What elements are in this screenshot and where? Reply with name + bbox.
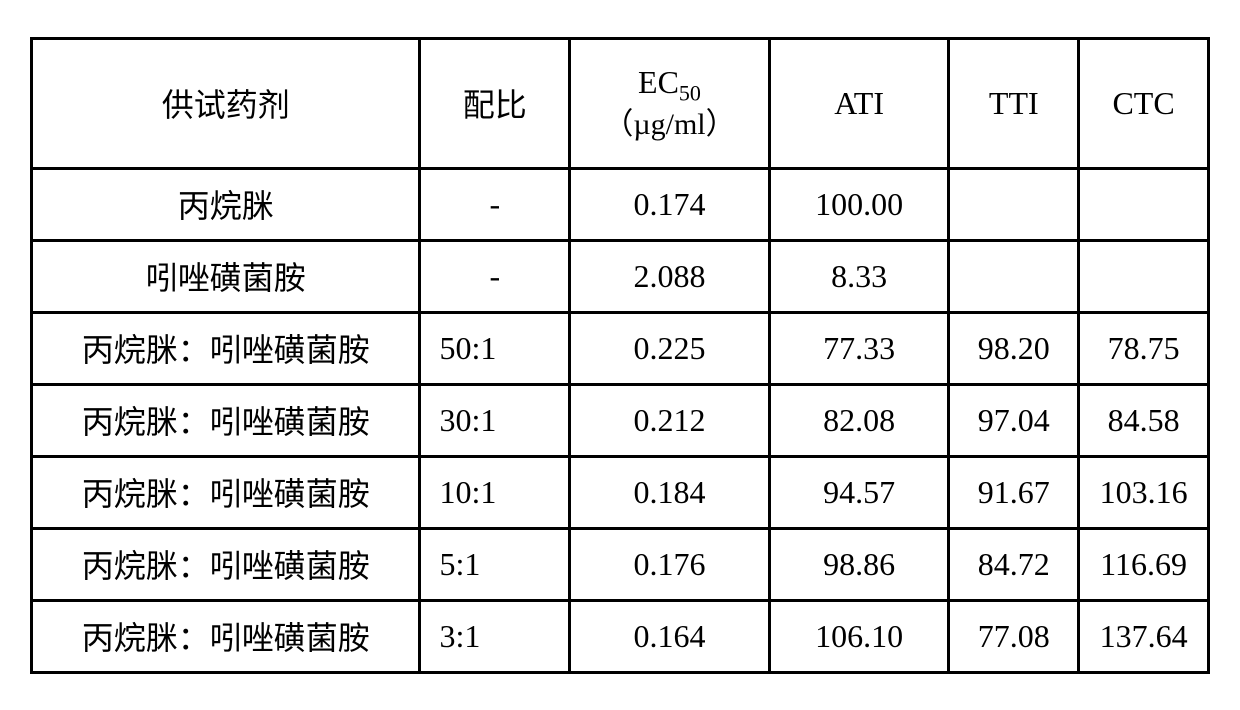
col-header-agent: 供试药剂 <box>32 38 420 168</box>
cell-ctc: 103.16 <box>1079 456 1209 528</box>
cell-agent: 丙烷脒：吲唑磺菌胺 <box>32 312 420 384</box>
cell-agent: 丙烷脒：吲唑磺菌胺 <box>32 384 420 456</box>
col-header-tti: TTI <box>949 38 1079 168</box>
table-row: 丙烷脒：吲唑磺菌胺 30:1 0.212 82.08 97.04 84.58 <box>32 384 1209 456</box>
cell-ati: 8.33 <box>769 240 949 312</box>
cell-ati: 82.08 <box>769 384 949 456</box>
col-header-ati: ATI <box>769 38 949 168</box>
data-table: 供试药剂 配比 EC50 （µg/ml） ATI TTI CTC 丙烷脒 - 0… <box>30 37 1210 674</box>
ec50-unit: （µg/ml） <box>571 107 768 143</box>
cell-ratio: 3:1 <box>420 600 570 672</box>
cell-ctc: 116.69 <box>1079 528 1209 600</box>
cell-agent: 丙烷脒：吲唑磺菌胺 <box>32 528 420 600</box>
table-row: 丙烷脒：吲唑磺菌胺 10:1 0.184 94.57 91.67 103.16 <box>32 456 1209 528</box>
ec50-sub: 50 <box>679 81 701 106</box>
cell-ec50: 2.088 <box>570 240 770 312</box>
cell-ec50: 0.184 <box>570 456 770 528</box>
cell-ec50: 0.225 <box>570 312 770 384</box>
cell-ratio: 50:1 <box>420 312 570 384</box>
cell-agent: 吲唑磺菌胺 <box>32 240 420 312</box>
cell-ec50: 0.212 <box>570 384 770 456</box>
table-row: 丙烷脒：吲唑磺菌胺 3:1 0.164 106.10 77.08 137.64 <box>32 600 1209 672</box>
table-row: 丙烷脒 - 0.174 100.00 <box>32 168 1209 240</box>
cell-ctc <box>1079 168 1209 240</box>
table-row: 丙烷脒：吲唑磺菌胺 5:1 0.176 98.86 84.72 116.69 <box>32 528 1209 600</box>
cell-tti: 97.04 <box>949 384 1079 456</box>
cell-tti <box>949 168 1079 240</box>
cell-ratio: - <box>420 240 570 312</box>
cell-ec50: 0.174 <box>570 168 770 240</box>
cell-ati: 94.57 <box>769 456 949 528</box>
table-row: 吲唑磺菌胺 - 2.088 8.33 <box>32 240 1209 312</box>
cell-tti: 91.67 <box>949 456 1079 528</box>
col-header-ec50: EC50 （µg/ml） <box>570 38 770 168</box>
col-header-ctc: CTC <box>1079 38 1209 168</box>
cell-tti: 84.72 <box>949 528 1079 600</box>
cell-ati: 106.10 <box>769 600 949 672</box>
col-header-ratio: 配比 <box>420 38 570 168</box>
table-header-row: 供试药剂 配比 EC50 （µg/ml） ATI TTI CTC <box>32 38 1209 168</box>
cell-agent: 丙烷脒：吲唑磺菌胺 <box>32 456 420 528</box>
cell-ati: 77.33 <box>769 312 949 384</box>
cell-ctc: 137.64 <box>1079 600 1209 672</box>
cell-tti: 77.08 <box>949 600 1079 672</box>
cell-ec50: 0.164 <box>570 600 770 672</box>
cell-agent: 丙烷脒：吲唑磺菌胺 <box>32 600 420 672</box>
cell-agent: 丙烷脒 <box>32 168 420 240</box>
cell-ctc: 78.75 <box>1079 312 1209 384</box>
cell-ratio: - <box>420 168 570 240</box>
cell-tti <box>949 240 1079 312</box>
cell-ratio: 5:1 <box>420 528 570 600</box>
cell-ati: 98.86 <box>769 528 949 600</box>
cell-ec50: 0.176 <box>570 528 770 600</box>
cell-ratio: 10:1 <box>420 456 570 528</box>
cell-ctc <box>1079 240 1209 312</box>
cell-ratio: 30:1 <box>420 384 570 456</box>
cell-tti: 98.20 <box>949 312 1079 384</box>
cell-ctc: 84.58 <box>1079 384 1209 456</box>
cell-ati: 100.00 <box>769 168 949 240</box>
table-row: 丙烷脒：吲唑磺菌胺 50:1 0.225 77.33 98.20 78.75 <box>32 312 1209 384</box>
ec50-main: EC <box>638 64 679 100</box>
